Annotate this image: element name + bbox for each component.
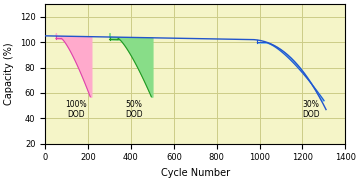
Text: 100%
DOD: 100% DOD	[66, 100, 87, 119]
X-axis label: Cycle Number: Cycle Number	[161, 168, 230, 178]
Text: 50%
DOD: 50% DOD	[125, 100, 143, 119]
Y-axis label: Capacity (%): Capacity (%)	[4, 43, 14, 105]
Text: 30%
DOD: 30% DOD	[302, 100, 320, 119]
